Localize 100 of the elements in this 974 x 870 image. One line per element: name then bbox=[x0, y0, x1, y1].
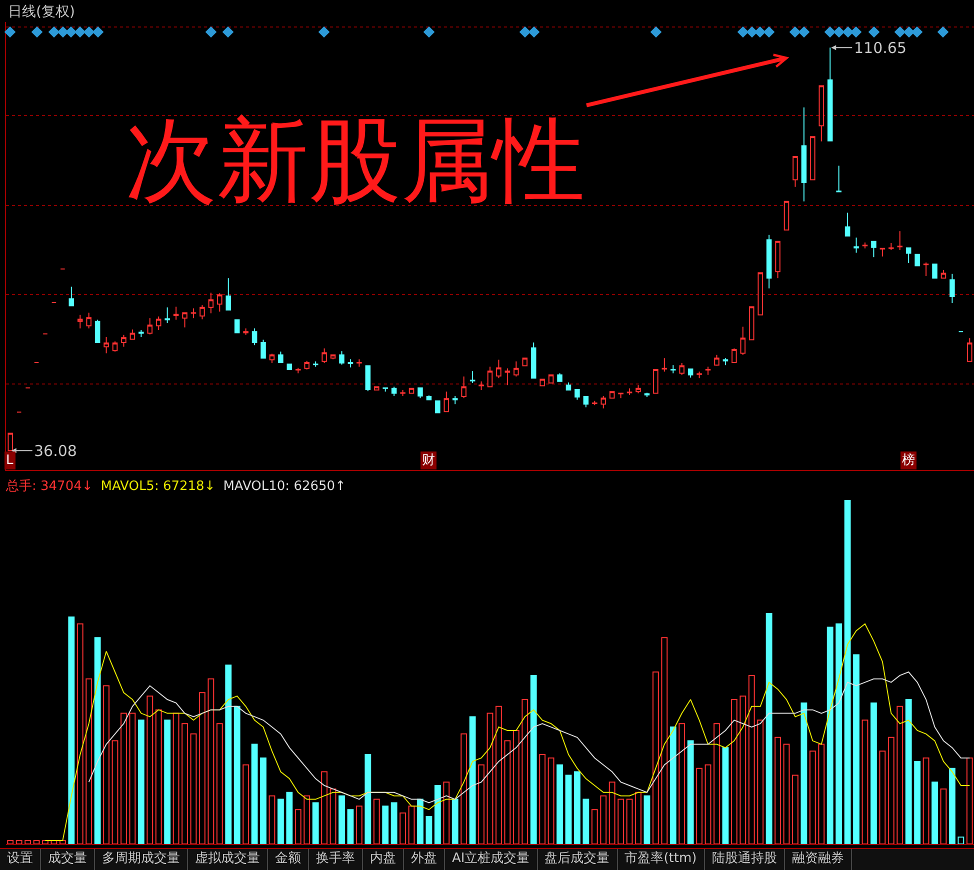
candlestick bbox=[932, 264, 938, 279]
bar bbox=[138, 720, 144, 844]
bar bbox=[565, 774, 572, 844]
bar bbox=[33, 840, 40, 844]
text: 总手: 34704↓ bbox=[6, 479, 93, 495]
bar bbox=[722, 747, 729, 844]
bar bbox=[504, 740, 511, 844]
bar bbox=[86, 678, 92, 844]
bar bbox=[826, 626, 834, 844]
bar bbox=[347, 809, 354, 844]
bar bbox=[356, 806, 362, 844]
text: 成交量 bbox=[41, 849, 95, 870]
bar bbox=[608, 782, 616, 844]
bar bbox=[539, 754, 546, 844]
bar bbox=[783, 744, 790, 844]
bar bbox=[766, 613, 772, 844]
bar bbox=[164, 720, 171, 844]
bar bbox=[714, 723, 720, 844]
bar bbox=[591, 809, 598, 844]
bar bbox=[24, 840, 32, 844]
text: 虚拟成交量 bbox=[188, 849, 268, 870]
bar bbox=[757, 720, 764, 844]
bar bbox=[182, 723, 188, 844]
bar bbox=[225, 664, 232, 844]
bar bbox=[278, 798, 284, 844]
bar bbox=[469, 716, 476, 844]
bar bbox=[129, 712, 136, 844]
text: 设置 bbox=[0, 849, 41, 870]
bar bbox=[774, 736, 781, 844]
bar bbox=[635, 792, 642, 844]
bar bbox=[809, 750, 816, 844]
bar bbox=[216, 723, 223, 844]
bar bbox=[460, 733, 468, 844]
bar bbox=[853, 654, 860, 844]
bar bbox=[896, 706, 904, 844]
bar bbox=[836, 623, 842, 844]
bar bbox=[434, 785, 441, 844]
bar bbox=[364, 754, 372, 844]
bar bbox=[321, 771, 328, 844]
bar bbox=[312, 802, 319, 844]
bar bbox=[922, 758, 930, 844]
bar bbox=[582, 798, 590, 844]
bar bbox=[548, 758, 554, 844]
bar bbox=[294, 809, 302, 844]
bar bbox=[390, 802, 398, 844]
bar bbox=[338, 795, 345, 844]
bar bbox=[417, 798, 424, 844]
candlestick bbox=[950, 273, 955, 304]
bar bbox=[408, 806, 415, 844]
bar bbox=[678, 723, 686, 844]
bar bbox=[478, 764, 484, 844]
bar bbox=[687, 740, 694, 844]
text: 换手率 bbox=[309, 849, 363, 870]
bar bbox=[748, 674, 755, 844]
bar bbox=[626, 798, 633, 844]
bar bbox=[644, 795, 650, 844]
bar bbox=[862, 720, 868, 844]
bar bbox=[888, 736, 894, 844]
candlestick bbox=[940, 270, 946, 279]
bar bbox=[251, 744, 258, 844]
bar bbox=[696, 768, 702, 844]
bar bbox=[373, 798, 380, 844]
bar bbox=[268, 795, 276, 844]
bar bbox=[16, 840, 22, 844]
bar bbox=[199, 692, 206, 844]
bar bbox=[522, 699, 528, 844]
candlestick bbox=[914, 254, 920, 266]
text: MAVOL5: 67218↓ bbox=[100, 479, 216, 495]
text: 融资融券 bbox=[784, 849, 852, 870]
text: 多周期成交量 bbox=[95, 849, 188, 870]
candlestick bbox=[923, 262, 929, 276]
bar bbox=[704, 764, 712, 844]
bar bbox=[190, 733, 197, 844]
bar bbox=[112, 740, 118, 844]
bar bbox=[400, 812, 406, 844]
bar bbox=[443, 782, 450, 844]
bar bbox=[330, 788, 336, 844]
bar bbox=[94, 637, 101, 844]
text: AI立桩成交量 bbox=[445, 849, 538, 870]
bar bbox=[670, 726, 676, 844]
bar bbox=[618, 798, 624, 844]
bar bbox=[172, 712, 180, 844]
bar bbox=[932, 782, 938, 844]
bar bbox=[452, 798, 458, 844]
bar bbox=[556, 764, 563, 844]
bar bbox=[530, 674, 537, 844]
bar bbox=[818, 744, 825, 844]
bar bbox=[800, 702, 808, 844]
bar bbox=[958, 836, 964, 844]
bar bbox=[940, 788, 947, 844]
bar bbox=[208, 678, 214, 844]
bar bbox=[7, 840, 14, 844]
bar bbox=[730, 699, 738, 844]
bar bbox=[512, 730, 520, 844]
text: 陆股通持股 bbox=[704, 849, 785, 870]
bar bbox=[146, 696, 154, 844]
bar bbox=[234, 706, 240, 844]
bar bbox=[792, 774, 798, 844]
bar bbox=[76, 623, 84, 844]
bar bbox=[120, 712, 127, 844]
